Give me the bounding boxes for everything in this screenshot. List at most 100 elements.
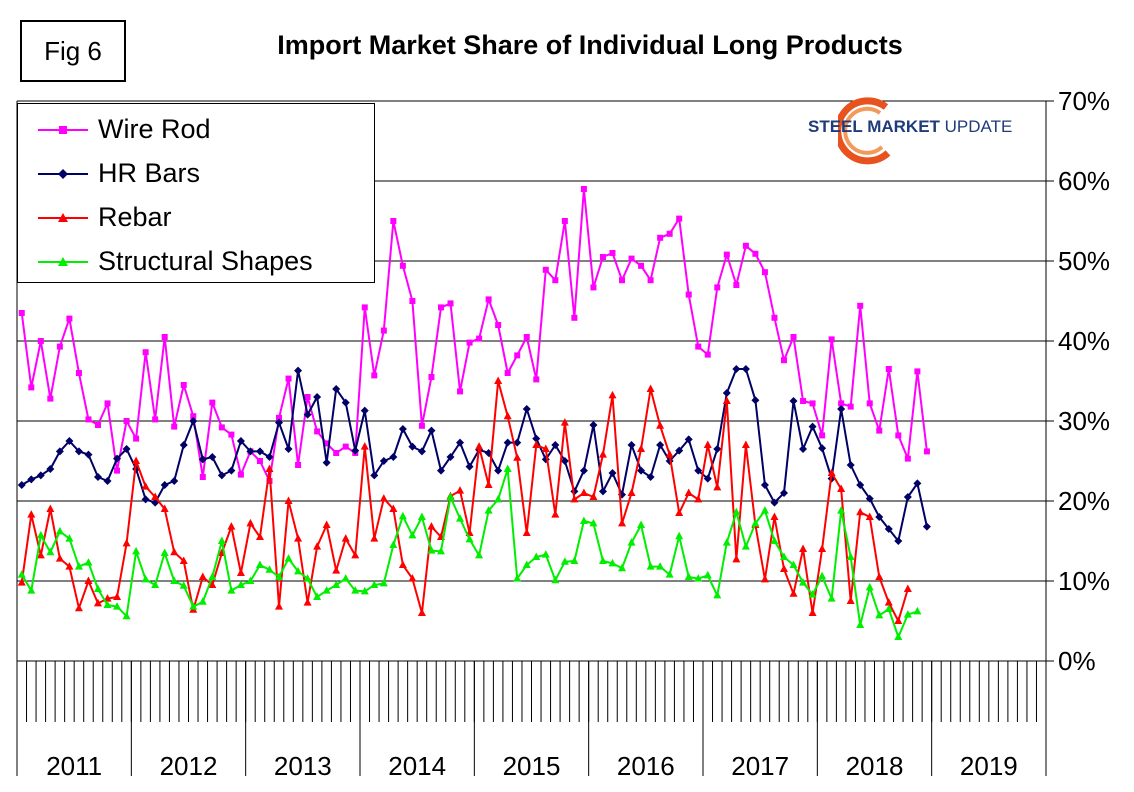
data-point-wire-rod [733,282,740,288]
data-point-structural-shapes [732,507,741,516]
data-point-wire-rod [142,349,149,356]
series-wire-rod [18,186,930,484]
data-point-wire-rod [218,424,225,431]
data-point-structural-shapes [170,576,179,584]
data-point-hr-bars [74,447,83,456]
data-point-structural-shapes [160,548,169,556]
data-point-hr-bars [179,441,188,449]
data-point-hr-bars [55,447,64,456]
data-point-structural-shapes [284,554,293,562]
data-point-rebar [208,580,217,588]
data-point-hr-bars [427,426,436,435]
data-point-hr-bars [189,417,198,425]
data-point-wire-rod [838,400,845,407]
legend-label-wire-rod: Wire Rod [98,114,211,144]
data-point-wire-rod [714,284,721,291]
data-point-rebar [179,556,188,564]
data-point-rebar [65,562,74,570]
data-point-rebar [360,442,369,450]
data-point-wire-rod [485,296,492,303]
data-point-wire-rod [876,427,883,434]
data-point-hr-bars [303,410,312,419]
data-point-rebar [74,603,83,612]
data-point-hr-bars [398,425,407,433]
data-point-structural-shapes [446,492,455,500]
data-point-wire-rod [190,413,197,420]
data-point-structural-shapes [332,580,341,588]
data-point-rebar [236,568,245,576]
chart-title: Import Market Share of Individual Long P… [277,30,903,60]
data-point-wire-rod [761,269,768,276]
data-point-rebar [113,592,122,600]
data-point-wire-rod [676,215,683,222]
data-point-wire-rod [380,327,387,334]
data-point-hr-bars [913,479,922,488]
data-point-wire-rod [256,458,263,464]
data-point-rebar [713,482,722,491]
data-point-wire-rod [18,310,25,316]
data-point-hr-bars [884,525,893,533]
data-point-wire-rod [342,443,349,450]
data-point-structural-shapes [722,538,731,546]
data-point-rebar [627,488,636,496]
data-point-rebar [122,538,131,547]
data-point-rebar [255,532,264,540]
data-point-structural-shapes [198,597,207,605]
legend-item-hr-bars: HR Bars [18,152,374,196]
data-point-structural-shapes [846,552,855,560]
data-point-structural-shapes [608,558,617,567]
data-point-rebar [27,510,36,518]
data-point-wire-rod [647,277,654,284]
x-tick-label: 2014 [388,751,446,781]
data-point-hr-bars [779,489,788,497]
y-tick-label: 10% [1058,566,1110,596]
data-point-hr-bars [589,421,598,429]
data-point-structural-shapes [818,571,827,580]
data-point-hr-bars [84,450,93,459]
data-point-rebar [560,418,569,426]
data-point-structural-shapes [17,570,26,578]
data-point-wire-rod [276,414,283,421]
data-point-wire-rod [457,388,464,395]
data-point-rebar [246,518,255,527]
data-point-rebar [703,440,712,448]
data-point-structural-shapes [913,606,922,615]
data-point-hr-bars [837,405,846,413]
data-point-hr-bars [608,469,617,477]
data-point-wire-rod [285,375,292,382]
series-group [17,186,931,640]
data-point-hr-bars [732,365,741,373]
data-point-hr-bars [122,445,131,453]
data-point-structural-shapes [665,570,674,578]
x-tick-label: 2019 [960,751,1018,781]
data-point-wire-rod [228,431,235,438]
data-point-hr-bars [446,453,455,461]
data-point-wire-rod [580,186,587,192]
data-point-hr-bars [27,475,36,484]
data-point-structural-shapes [65,534,74,542]
data-point-structural-shapes [389,540,398,548]
data-point-wire-rod [304,394,311,400]
data-point-rebar [598,450,607,458]
data-point-rebar [646,384,655,392]
data-point-hr-bars [770,498,779,507]
data-point-wire-rod [237,471,244,478]
data-point-rebar [284,496,293,504]
data-point-hr-bars [370,471,379,480]
data-point-rebar [370,534,379,542]
data-point-wire-rod [161,334,168,340]
data-point-wire-rod [619,277,626,284]
data-point-wire-rod [37,338,44,344]
data-point-rebar [694,494,703,503]
data-point-structural-shapes [884,604,893,612]
data-point-structural-shapes [360,586,369,595]
data-point-structural-shapes [227,586,236,594]
data-point-structural-shapes [894,632,903,640]
data-point-rebar [684,488,693,496]
data-point-structural-shapes [313,592,322,600]
data-point-wire-rod [133,435,140,442]
data-point-hr-bars [627,441,636,449]
data-point-wire-rod [199,474,206,480]
data-point-wire-rod [514,352,521,359]
data-point-structural-shapes [598,556,607,564]
